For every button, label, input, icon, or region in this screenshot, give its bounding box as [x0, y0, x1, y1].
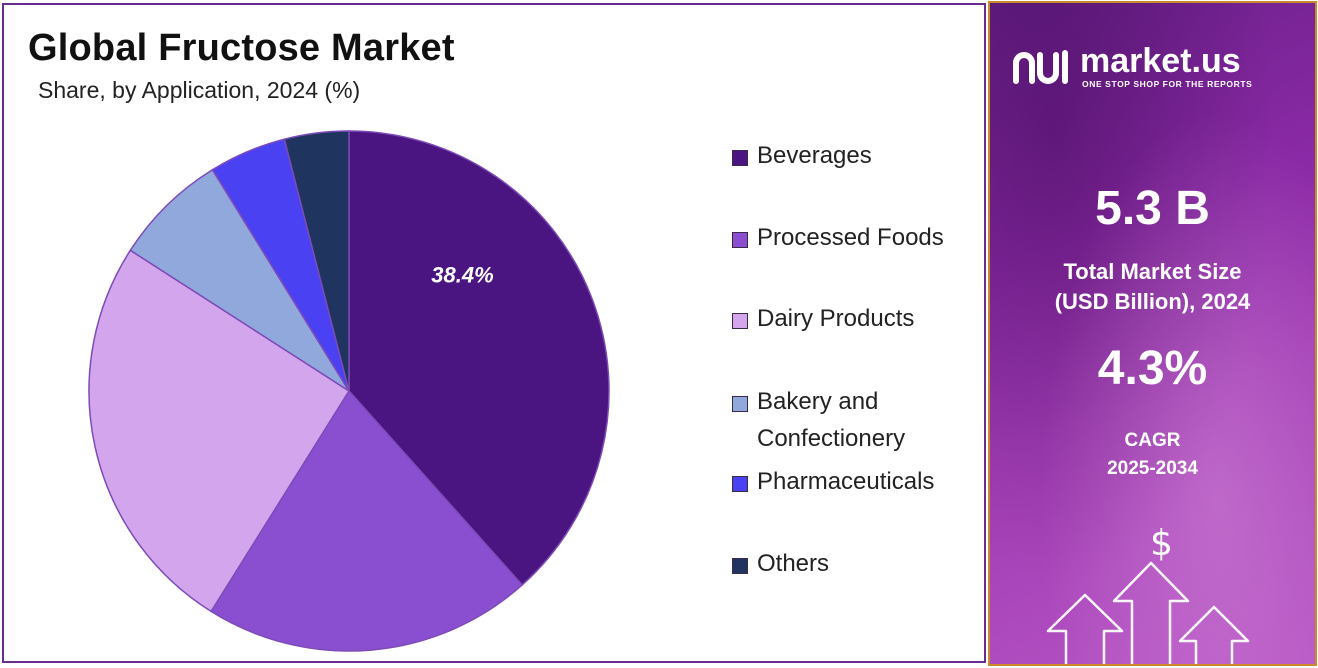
legend-label: Others [757, 550, 830, 577]
pie-slice-others [283, 130, 350, 392]
legend-label: Pharmaceuticals [757, 468, 935, 495]
brand-tagline: ONE STOP SHOP FOR THE REPORTS [1082, 78, 1253, 89]
market-size-label: Total Market Size [1063, 259, 1242, 284]
legend-item-beverages: Beverages [732, 137, 977, 174]
chart-title: Global Fructose Market [28, 27, 455, 69]
legend-item-dairy-products: Dairy Products [732, 300, 977, 337]
legend-item-processed-foods: Processed Foods [732, 219, 977, 256]
market-size-value: 5.3 B [1095, 182, 1210, 235]
pie-slice-bakery-and-confectionery [129, 168, 350, 392]
legend-label: Dairy Products [757, 305, 915, 332]
legend-label: Processed Foods [757, 224, 944, 251]
cagr-label: CAGR [1124, 430, 1181, 451]
growth-arrows-icon [1046, 561, 1250, 664]
legend-item-pharmaceuticals: Pharmaceuticals [732, 463, 977, 500]
info-panel: market.us ONE STOP SHOP FOR THE REPORTS … [988, 1, 1317, 666]
legend-swatch [732, 476, 748, 492]
legend-swatch [732, 396, 748, 412]
chart-panel: Global Fructose Market Share, by Applica… [2, 3, 986, 663]
brand-name: market.us [1080, 41, 1241, 80]
pie-slice-beverages [348, 130, 610, 587]
dollar-icon: $ [1150, 523, 1173, 564]
background-image [990, 3, 1315, 664]
market-size-unit-label: (USD Billion), 2024 [1054, 289, 1251, 314]
pie-slice-dairy-products [88, 249, 351, 613]
market-us-logo-icon [1013, 50, 1068, 84]
legend-label: Beverages [757, 142, 872, 169]
legend-item-bakery-and-confectionery: Bakery and Confectionery [732, 383, 937, 457]
legend-label: Bakery and Confectionery [757, 388, 906, 452]
pie-chart: 38.4% [88, 130, 610, 652]
legend-swatch [732, 313, 748, 329]
brand-logo: market.us ONE STOP SHOP FOR THE REPORTS [1010, 43, 1252, 89]
legend-swatch [732, 558, 748, 574]
legend-swatch [732, 232, 748, 248]
cagr-period: 2025-2034 [1107, 458, 1198, 479]
data-label-beverages: 38.4% [431, 263, 493, 288]
cagr-value: 4.3% [1097, 342, 1208, 395]
pie-slice-processed-foods [210, 389, 524, 652]
chart-subtitle: Share, by Application, 2024 (%) [38, 77, 361, 103]
legend-swatch [732, 150, 748, 166]
legend-item-others: Others [732, 545, 977, 582]
